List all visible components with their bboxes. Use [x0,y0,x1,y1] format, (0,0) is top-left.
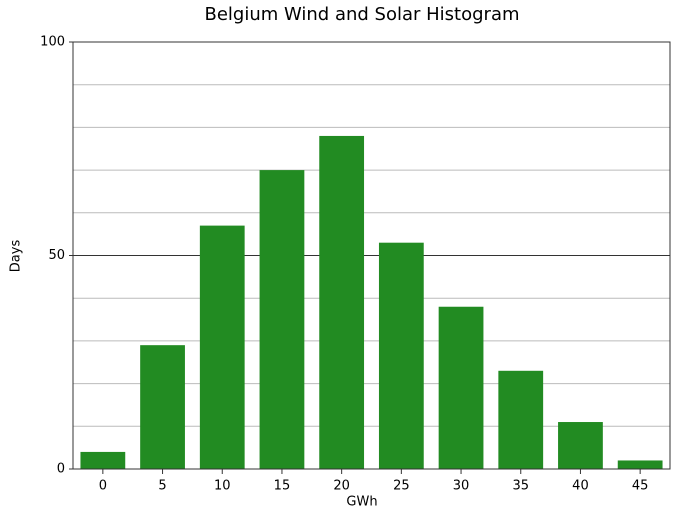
x-axis-label: GWh [346,495,377,510]
plot-frame [72,41,671,470]
bar [140,345,185,469]
bar [438,306,484,469]
x-tick-label: 30 [453,479,470,494]
y-tick-label: 0 [57,462,65,477]
bar [319,135,365,469]
chart-title: Belgium Wind and Solar Histogram [204,4,519,25]
bar [199,225,245,469]
x-tick-label: 25 [393,479,410,494]
x-tick-label: 45 [632,479,649,494]
x-tick-label: 35 [512,479,529,494]
y-tick-label: 50 [48,248,65,263]
x-tick-label: 40 [572,479,589,494]
bar [558,422,603,469]
x-tick-label: 20 [333,479,350,494]
bar [378,242,424,469]
x-tick-label: 5 [158,479,166,494]
bar [80,451,126,469]
bar [498,370,544,469]
x-tick-label: 15 [274,479,291,494]
x-tick-label: 0 [99,479,107,494]
y-axis-label: Days [9,240,24,273]
bar [259,170,305,469]
x-tick-label: 10 [214,479,231,494]
y-tick-label: 100 [40,35,65,50]
bar [617,460,663,469]
